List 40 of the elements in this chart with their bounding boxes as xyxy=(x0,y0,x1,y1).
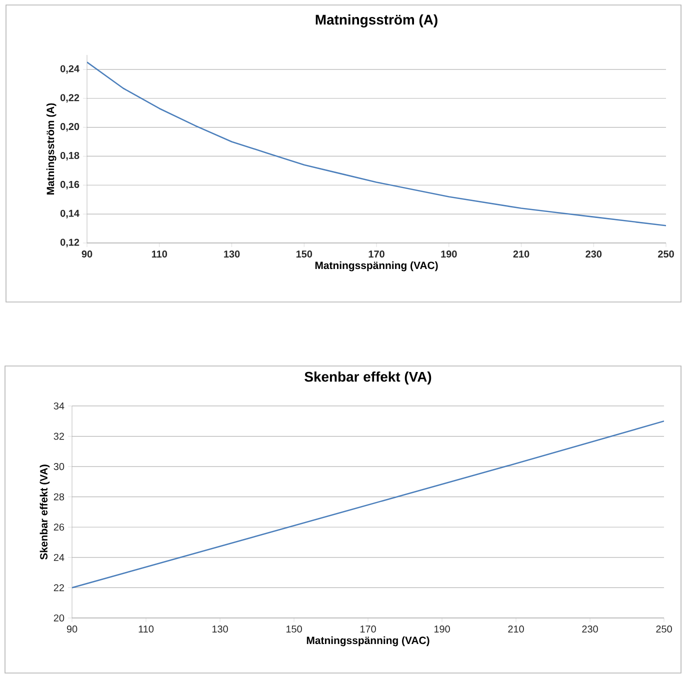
x-tick-label: 250 xyxy=(656,626,672,633)
x-tick-label: 90 xyxy=(82,250,92,258)
y-axis-title: Matningsström (A) xyxy=(46,103,56,194)
x-tick-label: 210 xyxy=(508,626,524,633)
y-axis-title: Skenbar effekt (VA) xyxy=(40,464,50,560)
y-tick-label: 30 xyxy=(54,463,64,470)
chart-title: Skenbar effekt (VA) xyxy=(304,371,432,384)
x-tick-label: 190 xyxy=(434,626,450,633)
y-tick-label: 0,18 xyxy=(60,152,80,160)
x-tick-label: 110 xyxy=(138,626,154,633)
y-tick-label: 22 xyxy=(54,584,64,592)
x-tick-label: 250 xyxy=(658,250,674,258)
y-tick-label: 26 xyxy=(54,524,64,531)
x-tick-label: 230 xyxy=(586,250,602,258)
y-tick-label: 0,14 xyxy=(60,210,80,218)
x-tick-label: 110 xyxy=(152,250,168,258)
line-series xyxy=(72,420,664,588)
x-tick-label: 90 xyxy=(66,626,78,633)
x-tick-label: 150 xyxy=(296,250,312,258)
x-tick-label: 150 xyxy=(286,626,302,633)
x-tick-label: 170 xyxy=(368,250,384,258)
x-axis-title: Matningsspänning (VAC) xyxy=(306,636,430,646)
x-tick-label: 170 xyxy=(360,626,376,633)
y-tick-label: 0,16 xyxy=(60,180,80,190)
y-tick-label: 0,12 xyxy=(60,238,80,248)
y-tick-label: 20 xyxy=(54,614,64,622)
y-tick-label: 24 xyxy=(54,554,64,561)
x-tick-label: 230 xyxy=(582,626,598,633)
x-axis-title: Matningsspänning (VAC) xyxy=(315,261,438,272)
x-tick-label: 130 xyxy=(212,626,228,633)
chart-title: Matningsström (A) xyxy=(316,14,438,28)
x-tick-label: 190 xyxy=(441,250,457,258)
y-tick-label: 0,20 xyxy=(60,123,80,132)
x-tick-label: 130 xyxy=(224,250,240,258)
x-tick-label: 210 xyxy=(513,250,530,258)
y-tick-label: 28 xyxy=(54,493,64,500)
y-tick-label: 0,22 xyxy=(60,94,80,103)
y-tick-label: 32 xyxy=(54,432,64,440)
y-tick-label: 0,24 xyxy=(60,65,80,74)
y-tick-label: 34 xyxy=(54,402,64,410)
